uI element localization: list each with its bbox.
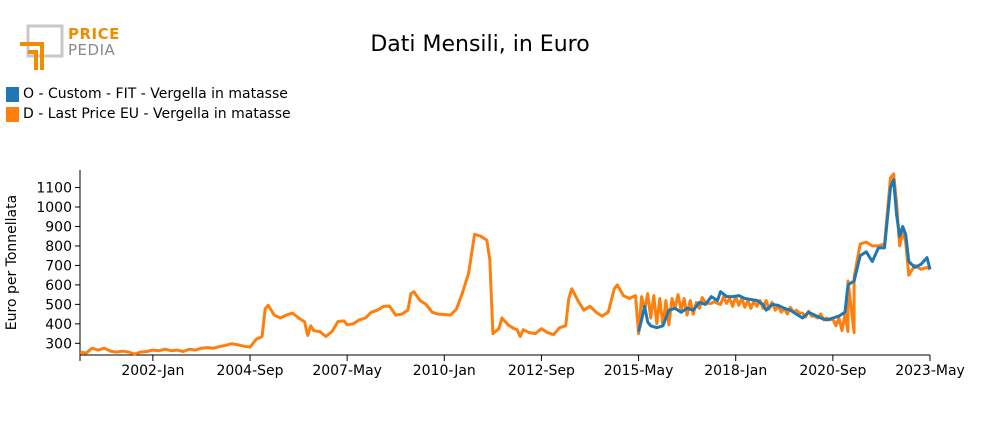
y-tick-label: 900 (45, 219, 72, 235)
legend-label-lastprice: D - Last Price EU - Vergella in matasse (23, 106, 291, 122)
legend-item-custom[interactable]: O - Custom - FIT - Vergella in matasse (6, 84, 291, 104)
series-line-0 (79, 172, 931, 356)
y-tick-label: 300 (45, 336, 72, 352)
legend-label-custom: O - Custom - FIT - Vergella in matasse (23, 86, 288, 102)
x-tick-label: 2012-Sep (508, 363, 575, 379)
x-tick-label: 2004-Sep (216, 363, 283, 379)
x-tick-label: 2023-May (895, 363, 965, 379)
y-axis-title: Euro per Tonnellata (4, 195, 20, 330)
x-tick-label: 2007-May (312, 363, 382, 379)
x-tick-label: 2018-Jan (704, 363, 767, 379)
legend-swatch-custom (6, 86, 19, 102)
x-tick-label: 2015-May (604, 363, 674, 379)
chart-title: Dati Mensili, in Euro (370, 32, 590, 57)
y-tick-label: 700 (45, 258, 72, 274)
logo-line1: PRICE (68, 25, 120, 43)
x-tick-label: 2020-Sep (799, 363, 866, 379)
y-tick-label: 500 (45, 297, 72, 313)
x-tick-label: 2010-Jan (413, 363, 476, 379)
logo-icon (20, 24, 64, 70)
logo-line2: PEDIA (68, 41, 116, 59)
y-tick-label: 400 (45, 317, 72, 333)
legend-swatch-lastprice (6, 106, 19, 122)
y-tick-label: 800 (45, 239, 72, 255)
y-tick-label: 600 (45, 278, 72, 294)
y-tick-label: 1100 (36, 181, 72, 197)
logo-text: PRICE PEDIA (68, 26, 120, 58)
y-tick-label: 1000 (36, 200, 72, 216)
legend-item-lastprice[interactable]: D - Last Price EU - Vergella in matasse (6, 104, 291, 124)
x-tick-label: 2002-Jan (121, 363, 184, 379)
series-line-1 (637, 178, 932, 332)
chart-legend: O - Custom - FIT - Vergella in matasse D… (6, 84, 291, 124)
